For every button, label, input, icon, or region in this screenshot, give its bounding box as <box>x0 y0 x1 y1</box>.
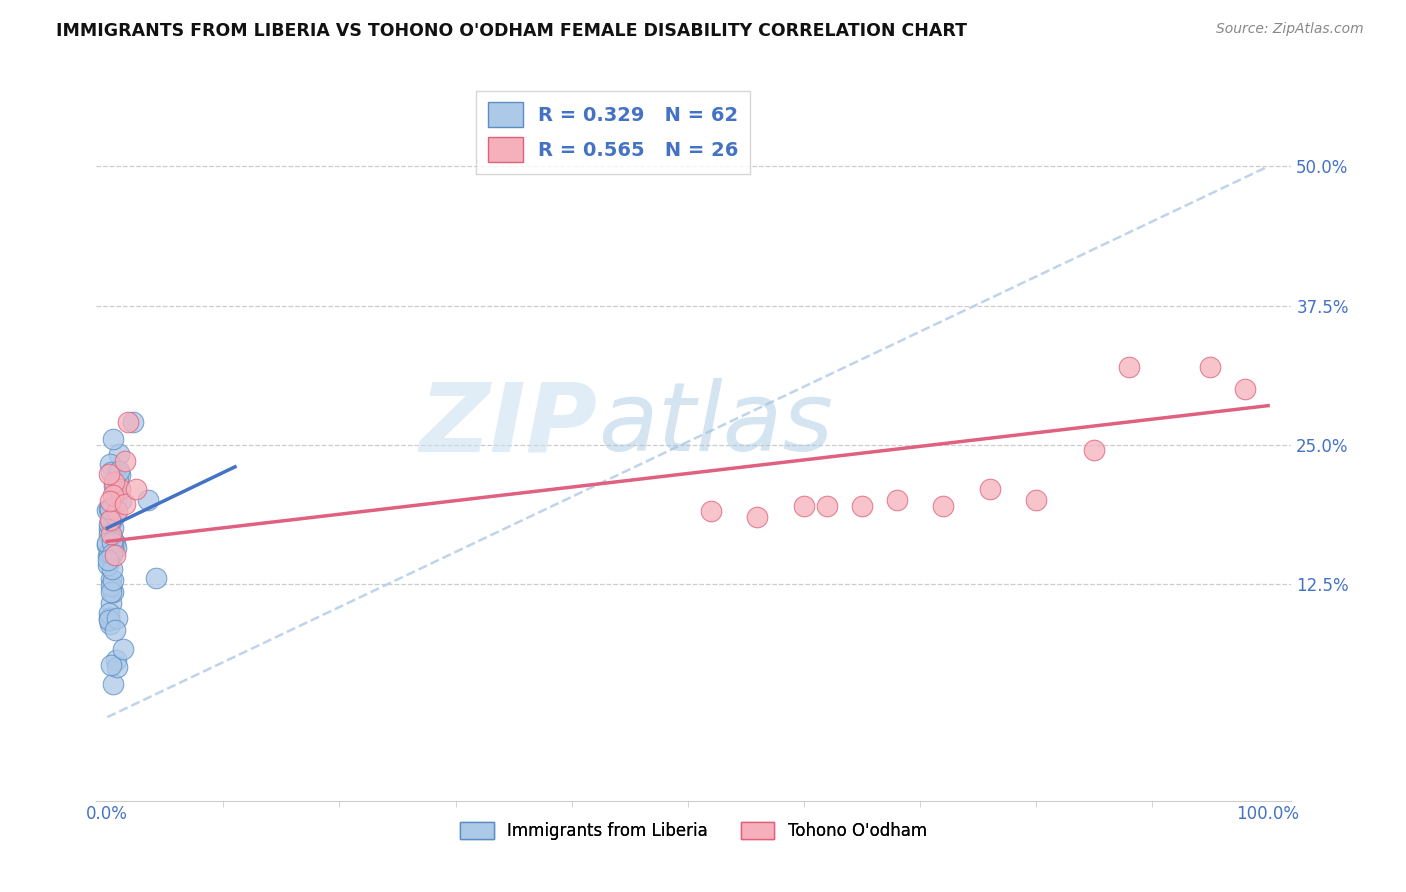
Point <box>103 533 125 547</box>
Point <box>97 522 120 536</box>
Point <box>1083 443 1105 458</box>
Point <box>103 479 125 493</box>
Point <box>1199 359 1222 374</box>
Text: atlas: atlas <box>598 378 832 471</box>
Point <box>111 641 134 656</box>
Point <box>101 534 124 549</box>
Point <box>107 475 129 489</box>
Point <box>96 535 118 549</box>
Point <box>100 541 122 556</box>
Point <box>747 509 769 524</box>
Text: Source: ZipAtlas.com: Source: ZipAtlas.com <box>1216 22 1364 37</box>
Point <box>110 493 132 508</box>
Point <box>104 541 127 555</box>
Point <box>97 549 120 563</box>
Point <box>97 517 120 532</box>
Point <box>105 504 128 518</box>
Point <box>97 553 120 567</box>
Point <box>101 521 124 535</box>
Point <box>100 465 122 479</box>
Point <box>98 493 121 508</box>
Point <box>1025 493 1047 508</box>
Point <box>97 558 120 573</box>
Point <box>108 468 131 483</box>
Point <box>101 677 124 691</box>
Point <box>100 658 122 673</box>
Point <box>932 499 955 513</box>
Point <box>96 538 118 552</box>
Point <box>97 527 120 541</box>
Point <box>125 482 148 496</box>
Point <box>110 482 132 496</box>
Point <box>1233 382 1256 396</box>
Point <box>105 610 128 624</box>
Point <box>100 572 122 586</box>
Point <box>103 500 125 514</box>
Point <box>101 545 124 559</box>
Point <box>98 617 121 632</box>
Point <box>98 457 121 471</box>
Point <box>100 596 122 610</box>
Point <box>815 499 838 513</box>
Point <box>136 493 159 508</box>
Point <box>101 509 124 524</box>
Point <box>103 585 125 599</box>
Point <box>117 415 139 429</box>
Point <box>98 545 121 559</box>
Point <box>103 541 125 555</box>
Point <box>98 502 121 516</box>
Point <box>979 482 1001 496</box>
Point <box>121 415 143 429</box>
Point <box>1118 359 1140 374</box>
Point <box>100 514 122 528</box>
Point <box>104 548 127 562</box>
Legend: Immigrants from Liberia, Tohono O'odham: Immigrants from Liberia, Tohono O'odham <box>454 815 934 847</box>
Point <box>104 624 127 638</box>
Point <box>107 447 129 461</box>
Point <box>100 584 122 599</box>
Point <box>100 527 122 541</box>
Point <box>100 545 122 559</box>
Point <box>98 549 121 564</box>
Point <box>886 493 908 508</box>
Point <box>101 432 124 446</box>
Point <box>97 467 120 481</box>
Point <box>793 499 815 513</box>
Point <box>103 574 125 588</box>
Point <box>700 504 723 518</box>
Point <box>97 611 120 625</box>
Point <box>107 466 129 480</box>
Point <box>851 499 873 513</box>
Point <box>114 454 136 468</box>
Point <box>105 660 128 674</box>
Point <box>104 508 127 522</box>
Point <box>101 536 124 550</box>
Point <box>97 613 120 627</box>
Point <box>114 497 136 511</box>
Point <box>103 488 125 502</box>
Point <box>98 606 121 620</box>
Point <box>101 548 124 562</box>
Point <box>96 503 118 517</box>
Point <box>100 527 122 541</box>
Point <box>145 571 167 585</box>
Point <box>108 464 131 478</box>
Point <box>98 513 121 527</box>
Point <box>100 546 122 560</box>
Text: ZIP: ZIP <box>420 378 598 471</box>
Point <box>98 502 121 516</box>
Point <box>104 492 127 507</box>
Point <box>105 653 128 667</box>
Point <box>100 579 122 593</box>
Point <box>100 562 122 576</box>
Text: IMMIGRANTS FROM LIBERIA VS TOHONO O'ODHAM FEMALE DISABILITY CORRELATION CHART: IMMIGRANTS FROM LIBERIA VS TOHONO O'ODHA… <box>56 22 967 40</box>
Point <box>103 475 125 490</box>
Point <box>104 536 127 550</box>
